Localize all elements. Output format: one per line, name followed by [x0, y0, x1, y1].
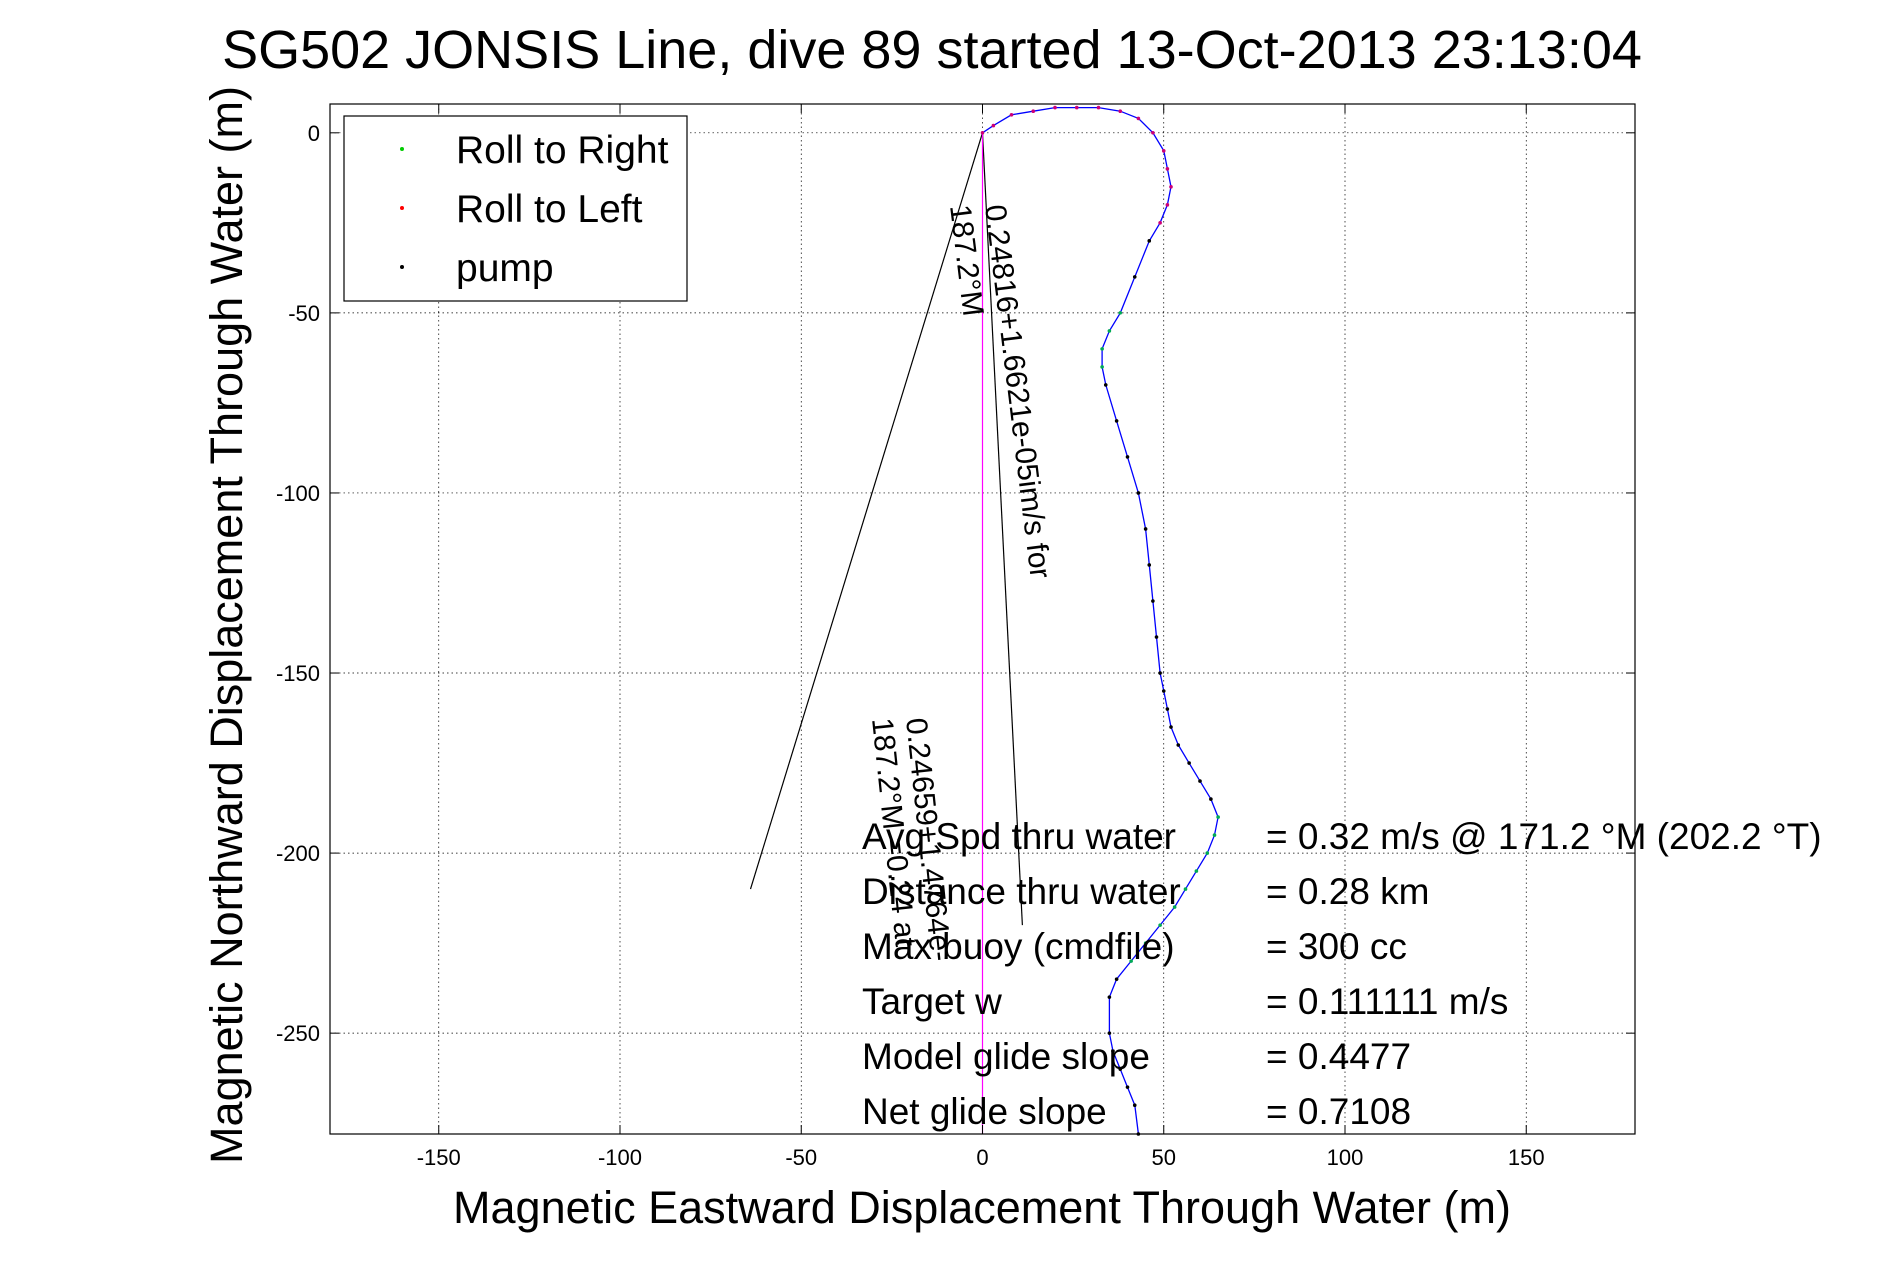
x-tick-label: 100 — [1327, 1145, 1364, 1170]
y-tick-label: -50 — [288, 301, 320, 326]
data-point — [1165, 707, 1170, 711]
stat-value: = 0.7108 — [1266, 1091, 1411, 1132]
legend: Roll to Right Roll to Left pump — [343, 115, 688, 302]
x-tick-label: 50 — [1152, 1145, 1176, 1170]
data-point — [1151, 599, 1155, 603]
data-point — [1158, 221, 1162, 225]
legend-marker — [400, 206, 404, 210]
data-point — [1161, 689, 1166, 693]
current-cone-line — [749, 132, 984, 890]
data-point — [1216, 815, 1220, 819]
y-tick-label: -250 — [276, 1021, 320, 1046]
legend-marker — [400, 147, 404, 151]
data-point — [1147, 563, 1152, 567]
current-cone-line — [981, 132, 1023, 926]
legend-marker — [400, 265, 404, 269]
data-point — [980, 131, 985, 135]
series-line — [982, 106, 1219, 1135]
data-point — [1169, 725, 1173, 729]
data-point — [1053, 105, 1057, 110]
x-tick-label: -50 — [785, 1145, 817, 1170]
data-point — [1031, 109, 1036, 114]
data-point — [1154, 635, 1159, 639]
stat-label: Distance thru water — [862, 871, 1181, 912]
series-layer — [980, 105, 1220, 1136]
data-point — [1187, 761, 1191, 765]
data-point — [1111, 1049, 1115, 1053]
data-point — [1118, 311, 1123, 315]
data-point — [1161, 149, 1166, 153]
x-tick-label: -100 — [598, 1145, 642, 1170]
stat-label: Avg Spd thru water — [862, 816, 1176, 857]
data-point — [1147, 239, 1152, 243]
stat-label: Net glide slope — [862, 1091, 1107, 1132]
data-point — [1118, 109, 1123, 114]
y-tick-label: -150 — [276, 661, 320, 686]
data-point — [991, 123, 996, 128]
data-point — [1125, 1085, 1130, 1089]
data-point — [1096, 105, 1101, 110]
data-point — [1151, 131, 1155, 135]
x-axis-label: Magnetic Eastward Displacement Through W… — [453, 1182, 1511, 1233]
data-point — [1205, 851, 1210, 855]
x-tick-label: -150 — [417, 1145, 461, 1170]
tick-layer: -150 -100 -50 0 50 100 150 0 -50 -100 -150 -200 -250 — [276, 104, 1635, 1170]
y-tick-label: -200 — [276, 841, 320, 866]
data-point — [1158, 923, 1162, 927]
data-point — [1165, 203, 1170, 207]
stat-label: Target w — [862, 981, 1002, 1022]
data-point — [1143, 941, 1148, 945]
data-point — [1132, 275, 1137, 279]
y-tick-label: -100 — [276, 481, 320, 506]
stat-value: = 0.28 km — [1266, 871, 1430, 912]
stat-value: = 0.111111 m/s — [1266, 981, 1508, 1022]
legend-box — [343, 115, 688, 302]
stats-block: Avg Spd thru water = 0.32 m/s @ 171.2 °M … — [862, 816, 1822, 1132]
legend-entry: Roll to Right — [456, 129, 669, 172]
data-point — [1143, 527, 1148, 531]
stat-value: = 0.4477 — [1266, 1036, 1411, 1077]
x-tick-label: 150 — [1508, 1145, 1545, 1170]
data-point — [1009, 113, 1014, 117]
data-point — [1176, 743, 1181, 747]
stat-label: Max buoy (cmdfile) — [862, 926, 1175, 967]
x-tick-label: 0 — [976, 1145, 988, 1170]
legend-entry: pump — [456, 247, 554, 290]
data-point — [1183, 887, 1188, 891]
data-point — [1100, 347, 1104, 351]
data-point — [1114, 977, 1119, 981]
data-point — [1209, 797, 1213, 801]
data-point — [1114, 419, 1119, 423]
data-point — [1212, 833, 1217, 837]
data-point — [1136, 491, 1141, 495]
data-point — [1100, 365, 1104, 369]
data-point — [1198, 779, 1202, 783]
current-cone — [749, 132, 1023, 926]
data-point — [1074, 105, 1079, 110]
data-point — [1169, 185, 1173, 189]
data-point — [1132, 1103, 1137, 1107]
data-point — [1172, 905, 1177, 909]
stat-value: = 300 cc — [1266, 926, 1407, 967]
y-tick-label: 0 — [308, 121, 320, 146]
data-point — [1194, 869, 1199, 873]
data-point — [1125, 455, 1130, 459]
data-point — [1107, 995, 1112, 999]
data-point — [1107, 329, 1112, 333]
data-point — [1103, 383, 1108, 387]
stat-value: = 0.32 m/s @ 171.2 °M (202.2 °T) — [1266, 816, 1822, 857]
data-point — [1165, 167, 1170, 171]
data-point — [1158, 671, 1162, 675]
data-point — [1107, 1031, 1112, 1035]
data-point — [1118, 1067, 1123, 1071]
data-point — [1136, 116, 1141, 121]
data-point — [1129, 959, 1133, 963]
legend-entry: Roll to Left — [456, 188, 643, 231]
stat-label: Model glide slope — [862, 1036, 1150, 1077]
y-axis-label: Magnetic Northward Displacement Through … — [201, 86, 252, 1164]
chart-title: SG502 JONSIS Line, dive 89 started 13-Oc… — [222, 20, 1642, 80]
